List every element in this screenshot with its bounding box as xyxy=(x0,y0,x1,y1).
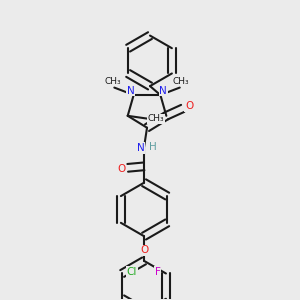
Text: O: O xyxy=(140,245,148,256)
Text: N: N xyxy=(136,143,144,153)
Text: N: N xyxy=(127,85,135,96)
Text: Cl: Cl xyxy=(127,267,137,277)
Text: CH₃: CH₃ xyxy=(104,76,121,85)
Text: N: N xyxy=(160,85,167,96)
Text: F: F xyxy=(155,267,161,277)
Text: H: H xyxy=(148,142,156,152)
Text: CH₃: CH₃ xyxy=(148,114,164,123)
Text: CH₃: CH₃ xyxy=(173,76,190,85)
Text: O: O xyxy=(117,164,125,174)
Text: O: O xyxy=(185,101,194,111)
